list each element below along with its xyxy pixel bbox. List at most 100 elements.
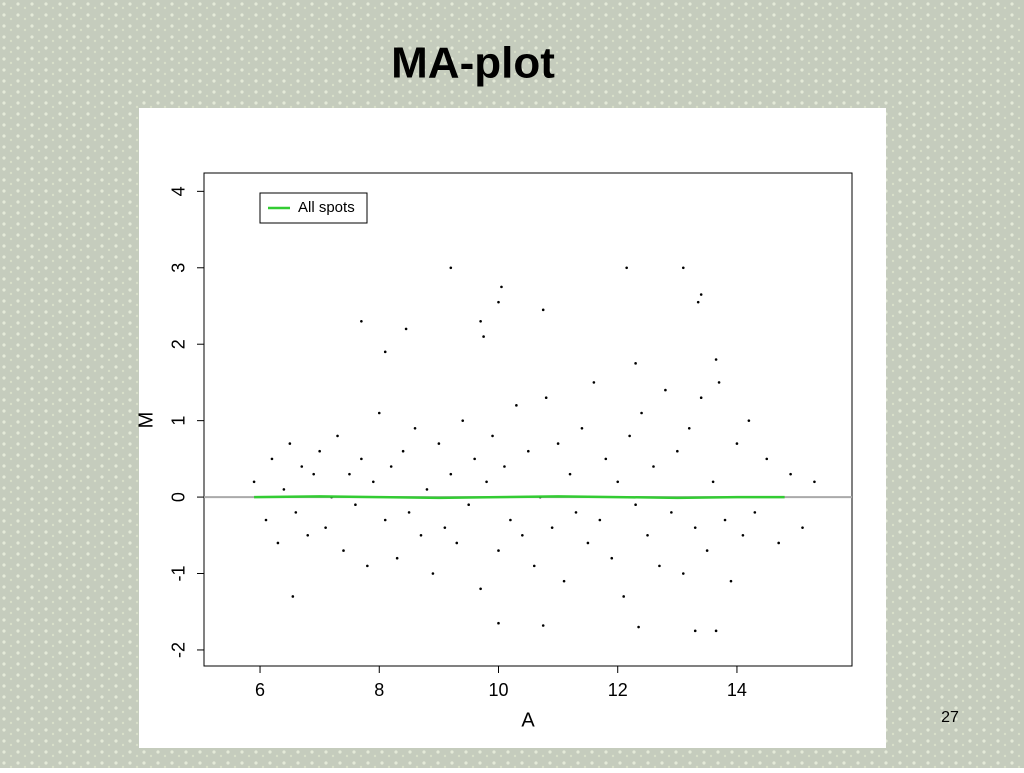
point xyxy=(312,472,315,476)
point xyxy=(541,308,545,312)
point xyxy=(497,300,500,304)
point xyxy=(765,457,769,461)
point xyxy=(616,480,620,484)
point xyxy=(714,629,718,633)
point xyxy=(658,564,661,568)
point xyxy=(532,564,536,568)
point xyxy=(300,465,304,468)
x-tick-label: 12 xyxy=(608,680,628,700)
y-tick-label: 2 xyxy=(169,339,189,349)
point xyxy=(622,595,625,598)
point xyxy=(801,526,804,529)
point xyxy=(735,442,739,445)
point xyxy=(696,300,700,304)
point xyxy=(264,518,268,522)
point xyxy=(348,472,351,476)
x-tick-label: 6 xyxy=(255,680,265,700)
point xyxy=(276,541,280,545)
point xyxy=(419,533,423,537)
point xyxy=(670,511,673,514)
point xyxy=(413,426,417,430)
point xyxy=(360,319,363,323)
point xyxy=(634,503,637,507)
point xyxy=(568,472,572,476)
point xyxy=(383,518,387,522)
point xyxy=(687,426,691,430)
point xyxy=(360,457,363,461)
point xyxy=(604,457,608,461)
point xyxy=(437,442,441,445)
point xyxy=(526,449,530,453)
point xyxy=(431,572,435,575)
point xyxy=(723,518,727,522)
point xyxy=(497,621,500,625)
point xyxy=(747,419,751,422)
x-tick-label: 14 xyxy=(727,680,747,700)
point xyxy=(479,587,482,591)
point xyxy=(640,411,643,415)
point xyxy=(449,472,453,476)
slide-title: MA-plot xyxy=(391,39,555,88)
point xyxy=(813,480,816,484)
point xyxy=(407,511,411,514)
point xyxy=(482,335,485,338)
y-tick-label: 4 xyxy=(169,186,189,196)
point xyxy=(354,503,357,507)
point xyxy=(404,327,408,331)
y-tick-label: -1 xyxy=(169,566,189,582)
point xyxy=(270,457,274,461)
point xyxy=(714,358,718,361)
point xyxy=(628,434,631,438)
point xyxy=(705,549,709,552)
point xyxy=(646,533,649,537)
point xyxy=(401,449,405,453)
point xyxy=(574,511,578,514)
point xyxy=(693,629,697,633)
point xyxy=(306,533,310,537)
point xyxy=(681,572,685,575)
point xyxy=(485,480,488,484)
x-tick-label: 10 xyxy=(488,680,508,700)
point xyxy=(383,350,387,354)
point xyxy=(598,518,602,522)
point xyxy=(455,541,459,545)
point xyxy=(366,564,369,568)
point xyxy=(541,624,545,627)
point xyxy=(500,285,503,289)
y-tick-label: 3 xyxy=(169,263,189,273)
point xyxy=(637,625,640,629)
point xyxy=(580,426,584,430)
point xyxy=(291,595,295,598)
y-tick-label: 1 xyxy=(169,416,189,426)
point xyxy=(652,465,655,468)
plot-panel xyxy=(139,108,886,748)
point xyxy=(342,549,345,552)
point xyxy=(336,434,339,438)
point xyxy=(610,556,614,560)
point xyxy=(252,480,256,484)
point xyxy=(789,472,792,476)
point xyxy=(389,465,393,468)
y-tick-label: 0 xyxy=(169,492,189,502)
point xyxy=(625,266,628,270)
point xyxy=(753,511,757,514)
point xyxy=(324,526,327,529)
legend-label: All spots xyxy=(298,199,355,216)
point xyxy=(515,404,518,407)
point xyxy=(562,579,566,583)
page-number: 27 xyxy=(941,709,959,726)
point xyxy=(294,511,298,514)
point xyxy=(664,388,667,392)
point xyxy=(318,449,321,453)
point xyxy=(449,266,453,270)
point xyxy=(777,541,780,545)
point xyxy=(741,533,745,537)
x-tick-label: 8 xyxy=(374,680,384,700)
x-axis-label: A xyxy=(521,709,535,731)
point xyxy=(681,266,685,270)
point xyxy=(509,518,512,522)
point xyxy=(556,442,560,445)
y-tick-label: -2 xyxy=(169,642,189,658)
